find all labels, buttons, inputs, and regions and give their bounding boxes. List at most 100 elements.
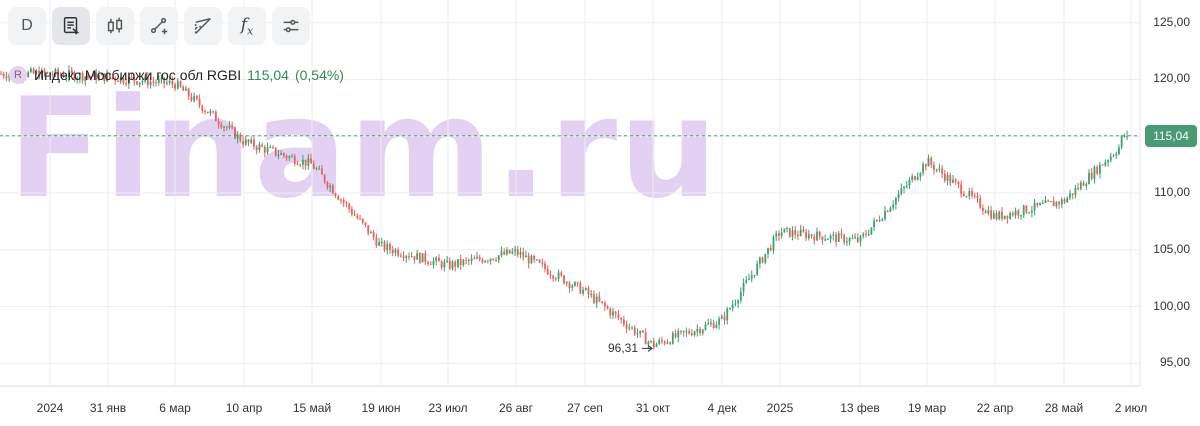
candle-body [663, 341, 666, 344]
candle-body [54, 69, 57, 75]
candle-body [250, 139, 253, 143]
candle-body [59, 74, 62, 76]
candle-body [70, 70, 73, 73]
candle-body [38, 71, 40, 79]
candle-body [748, 278, 750, 280]
indicators-button[interactable]: fx [228, 7, 266, 45]
candle-body [533, 255, 536, 260]
candle-body [427, 261, 429, 264]
candle-body [710, 322, 712, 324]
instrument-price: 115,04 [247, 67, 289, 83]
candle-body [881, 219, 884, 221]
min-arrow-path [642, 345, 653, 352]
candle-body [225, 126, 228, 128]
candle-body [106, 73, 108, 82]
candle-body [516, 249, 519, 255]
candle-body [231, 125, 234, 128]
candle-body [353, 214, 356, 216]
candle-body [639, 330, 642, 334]
candle-body [323, 174, 326, 183]
candle-body [690, 333, 693, 336]
x-tick-label: 2025 [766, 401, 794, 415]
candle-body [157, 79, 160, 83]
y-tick-label: 95,00 [1159, 355, 1190, 370]
candle-body [729, 308, 731, 310]
candle-body [473, 258, 476, 260]
settings-button[interactable] [272, 7, 310, 45]
candle-body [310, 158, 312, 164]
candle-body [622, 319, 625, 325]
candle-body [650, 341, 652, 343]
candle-body [1041, 203, 1044, 205]
candle-body [965, 196, 968, 198]
instrument-badge: R [9, 66, 27, 84]
candle-body [1118, 147, 1120, 155]
candle-body [666, 342, 669, 344]
candle-body [892, 204, 895, 208]
candle-body [136, 81, 138, 85]
candle-body [383, 241, 386, 251]
candle-body [2, 73, 5, 77]
candle-body [900, 188, 903, 194]
candle-body [234, 127, 236, 139]
candle-body [269, 146, 272, 148]
line-tool-button[interactable] [140, 7, 178, 45]
candle-body [715, 324, 718, 329]
chart-type-button[interactable] [96, 7, 134, 45]
formula-icon: fx [240, 14, 254, 38]
candle-body [576, 282, 579, 284]
candle-body [865, 234, 867, 236]
candle-body [612, 311, 614, 316]
candle-body [448, 260, 451, 269]
candle-body [361, 218, 364, 223]
candle-body [459, 259, 462, 266]
candle-body [486, 260, 489, 262]
candle-body [843, 234, 846, 243]
candle-body [277, 154, 280, 156]
candle-body [179, 81, 182, 87]
candle-body [95, 72, 98, 81]
candle-body [584, 288, 587, 290]
candle-body [280, 153, 283, 155]
candle-body [209, 111, 212, 114]
candle-body [685, 331, 688, 333]
candle-body [772, 236, 775, 251]
candle-body [62, 74, 65, 78]
candle-body [601, 301, 604, 303]
candle-body [590, 293, 593, 295]
candle-body [478, 256, 481, 260]
candle-body [98, 75, 100, 81]
candle-body [780, 232, 783, 236]
candle-body [579, 282, 582, 294]
candle-body [307, 158, 310, 166]
fib-tool-button[interactable] [184, 7, 222, 45]
candle-body [995, 213, 998, 219]
candle-body [204, 111, 206, 113]
candle-body [1126, 135, 1128, 137]
candle-body [1101, 164, 1104, 166]
candle-body [897, 193, 900, 198]
candle-body [1085, 184, 1088, 186]
candle-body [971, 190, 973, 196]
candle-body [435, 257, 438, 261]
candle-body [380, 241, 383, 243]
candle-body [364, 222, 367, 226]
candle-body [973, 195, 976, 197]
interval-button[interactable]: D [8, 7, 46, 45]
candle-body [859, 235, 862, 242]
candle-body [984, 210, 987, 214]
candle-body [742, 282, 745, 292]
candle-body [549, 274, 552, 276]
candle-body [919, 173, 922, 177]
candle-body [114, 77, 117, 81]
candle-body [565, 282, 568, 284]
candle-body [544, 263, 546, 270]
candle-body [856, 237, 859, 242]
candle-body [557, 272, 560, 279]
candle-body [1074, 187, 1077, 195]
notes-button[interactable] [52, 7, 90, 45]
x-tick-label: 2 июл [1114, 401, 1148, 415]
candle-body [193, 95, 196, 101]
candle-body [334, 193, 337, 197]
